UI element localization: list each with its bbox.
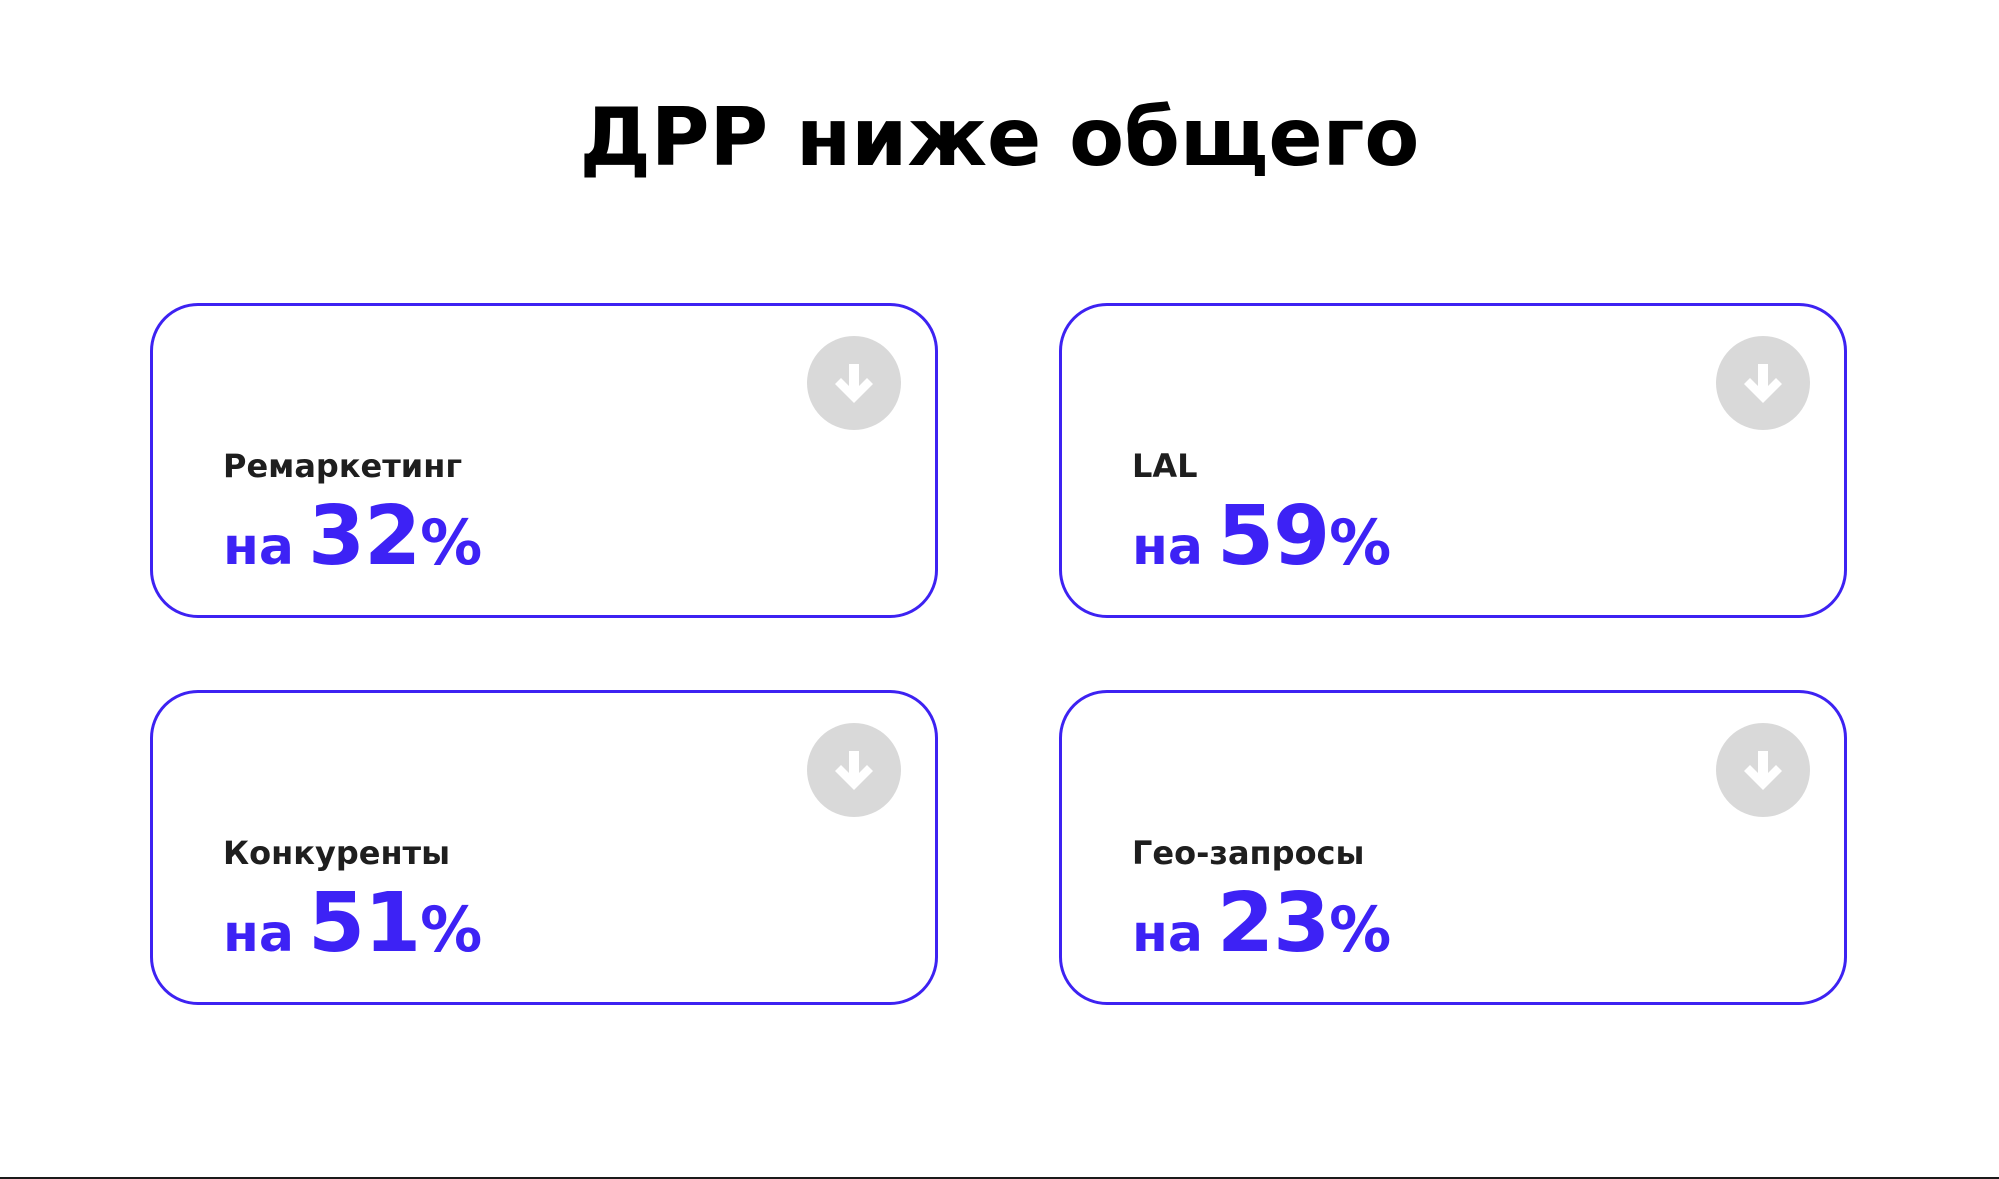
- down-badge: [807, 723, 901, 817]
- down-badge: [807, 336, 901, 430]
- metric-label: Ремаркетинг: [223, 447, 463, 485]
- arrow-down-icon: [1744, 364, 1782, 403]
- down-badge: [1716, 336, 1810, 430]
- metric-label: LAL: [1132, 447, 1198, 485]
- metric-prefix: на: [1132, 517, 1204, 577]
- metric-number: 59: [1217, 489, 1330, 584]
- metric-unit: %: [420, 893, 483, 966]
- metric-label: Гео-запросы: [1132, 834, 1365, 872]
- metric-card-remarketing: Ремаркетинг на 32%: [150, 303, 938, 618]
- metric-card-competitors: Конкуренты на 51%: [150, 690, 938, 1005]
- metric-unit: %: [1329, 506, 1392, 579]
- metric-prefix: на: [223, 517, 295, 577]
- metric-value: на 59%: [1132, 492, 1391, 582]
- metric-number: 32: [308, 489, 421, 584]
- metric-unit: %: [1329, 893, 1392, 966]
- arrow-down-icon: [835, 364, 873, 403]
- slide-title: ДРР ниже общего: [579, 91, 1420, 184]
- metric-unit: %: [420, 506, 483, 579]
- metric-prefix: на: [1132, 904, 1204, 964]
- metric-value: на 23%: [1132, 879, 1391, 969]
- metric-prefix: на: [223, 904, 295, 964]
- arrow-down-icon: [1744, 751, 1782, 790]
- metric-number: 51: [308, 876, 421, 971]
- metric-value: на 51%: [223, 879, 482, 969]
- metric-number: 23: [1217, 876, 1330, 971]
- metric-card-geo-queries: Гео-запросы на 23%: [1059, 690, 1847, 1005]
- metric-label: Конкуренты: [223, 834, 451, 872]
- down-badge: [1716, 723, 1810, 817]
- arrow-down-icon: [835, 751, 873, 790]
- metric-card-lal: LAL на 59%: [1059, 303, 1847, 618]
- bottom-divider: [0, 1177, 1999, 1179]
- metric-value: на 32%: [223, 492, 482, 582]
